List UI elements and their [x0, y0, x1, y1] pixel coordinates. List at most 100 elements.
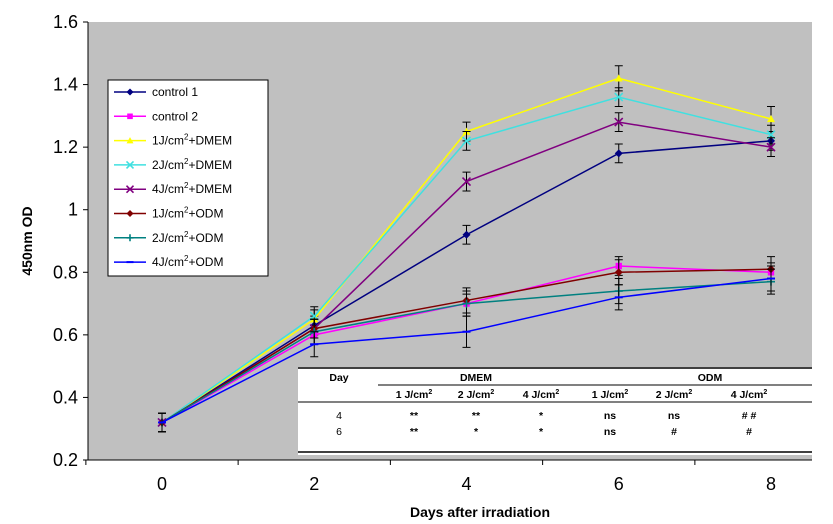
series-layer [157, 65, 776, 433]
table-cell: ** [410, 410, 419, 422]
table-cell-day: 4 [336, 410, 342, 422]
table-subheader-text: 2 J/cm [656, 389, 689, 401]
legend-box [107, 79, 269, 277]
x-axis-title: Days after irradiation [410, 504, 550, 520]
data-point [127, 113, 133, 120]
legend-label-sup: 2 [184, 206, 189, 215]
table-cell: ns [604, 426, 616, 438]
legend-label: 4J/cm2+ODM [152, 254, 223, 269]
legend-label: 2J/cm2+ODM [152, 230, 223, 245]
legend-label-suffix: +ODM [188, 231, 223, 245]
y-axis-title: 450nm OD [19, 206, 35, 275]
legend-item: 1J/cm2+ODM [114, 206, 223, 221]
legend-label-name: 1J/cm [152, 134, 184, 148]
x-tick-label: 2 [309, 474, 319, 494]
table-subheader: 4 J/cm2 [523, 389, 560, 401]
table-cell: ** [410, 426, 419, 438]
legend-label-name: 2J/cm [152, 158, 184, 172]
legend-item: 4J/cm2+ODM [114, 254, 223, 269]
data-point [614, 117, 624, 127]
data-point [766, 142, 776, 152]
legend-label-suffix: +DMEM [188, 182, 232, 196]
table-subheader-text: 1 J/cm [396, 389, 429, 401]
table-subheader-sup: 2 [763, 389, 767, 396]
y-axis-ticks: 0.2 0.4 0.6 0.8 1 1.2 1.4 1.6 [53, 12, 88, 470]
legend-label-sup: 2 [184, 230, 189, 239]
table-subheader: 2 J/cm2 [458, 389, 495, 401]
data-point [126, 234, 134, 242]
data-point [462, 299, 471, 308]
table-subheader-sup: 2 [624, 389, 628, 396]
legend-label-name: control 2 [152, 109, 198, 123]
legend-label-sup: 2 [184, 181, 189, 190]
table-cell: * [539, 426, 544, 438]
legend-item: 1J/cm2+DMEM [114, 133, 232, 148]
table-subheader-text: 2 J/cm [458, 389, 491, 401]
legend-label: control 1 [152, 85, 198, 99]
y-tick-label: 0.8 [53, 262, 78, 282]
legend-item: 4J/cm2+DMEM [114, 181, 232, 196]
x-axis-ticks: 0 2 4 6 8 [85, 460, 776, 494]
table-cell: ** [472, 410, 481, 422]
table-background [298, 367, 812, 455]
table-subheader-sup: 2 [688, 389, 692, 396]
table-subheader: 4 J/cm2 [731, 389, 768, 401]
data-point [125, 160, 135, 169]
legend-label-sup: 2 [184, 157, 189, 166]
data-point [126, 88, 134, 96]
series [158, 265, 775, 433]
table-subheader: 1 J/cm2 [396, 389, 433, 401]
table-cell: ns [668, 410, 680, 422]
legend-label-name: 2J/cm [152, 231, 184, 245]
data-point [125, 185, 135, 194]
table-cell: ns [604, 410, 616, 422]
legend-label-name: 4J/cm [152, 255, 184, 269]
data-point [462, 230, 471, 239]
y-tick-label: 1.2 [53, 137, 78, 157]
table-cell: * [539, 410, 544, 422]
table-subheader-text: 4 J/cm [523, 389, 556, 401]
table-subheader-sup: 2 [490, 389, 494, 396]
data-point [126, 210, 134, 217]
table-cell: # [746, 426, 752, 438]
data-point [614, 92, 624, 102]
y-tick-label: 0.2 [53, 450, 78, 470]
y-tick-label: 1.4 [53, 75, 78, 95]
legend-item: control 1 [114, 85, 198, 99]
legend-label: 1J/cm2+DMEM [152, 133, 232, 148]
legend-label: 1J/cm2+ODM [152, 206, 223, 221]
data-point [614, 74, 623, 82]
table-cell: # [671, 426, 677, 438]
data-point [461, 176, 472, 187]
data-point [614, 268, 623, 277]
table-cell: * [474, 426, 479, 438]
legend-label-sup: 2 [184, 133, 189, 142]
legend-label-suffix: +ODM [188, 207, 223, 221]
legend-label: 2J/cm2+DMEM [152, 157, 232, 172]
table-subheader: 2 J/cm2 [656, 389, 693, 401]
legend-label-name: 4J/cm [152, 182, 184, 196]
x-tick-label: 0 [157, 474, 167, 494]
legend-item: control 2 [114, 109, 198, 123]
legend-label-name: control 1 [152, 85, 198, 99]
table-cell-day: 6 [336, 426, 342, 438]
y-tick-label: 1 [68, 200, 78, 220]
table-cell: # # [742, 410, 757, 422]
legend-item: 2J/cm2+ODM [114, 230, 223, 245]
legend-label: 4J/cm2+DMEM [152, 181, 232, 196]
table-subheader-sup: 2 [555, 389, 559, 396]
y-tick-label: 1.6 [53, 12, 78, 32]
legend-label-suffix: +DMEM [188, 134, 232, 148]
table-subheader-sup: 2 [428, 389, 432, 396]
table-header-day: Day [329, 372, 348, 384]
table-subheader: 1 J/cm2 [592, 389, 629, 401]
legend-label-suffix: +ODM [188, 255, 223, 269]
table-header-odm: ODM [698, 372, 723, 384]
data-point [126, 137, 134, 144]
y-tick-label: 0.6 [53, 325, 78, 345]
data-point [767, 114, 775, 123]
legend-label: control 2 [152, 109, 198, 123]
